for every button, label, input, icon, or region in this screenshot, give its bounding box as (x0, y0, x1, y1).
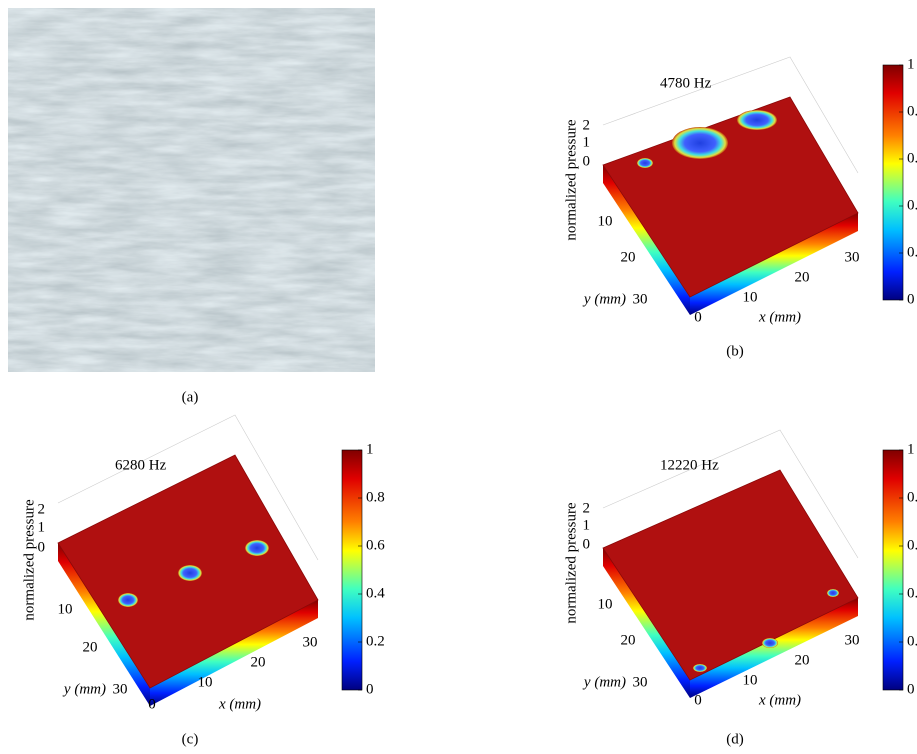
z-tick: 2 (38, 501, 46, 517)
y-tick: 10 (58, 601, 73, 617)
colorbar-label: 0.6 (907, 537, 917, 553)
colorbar-label: 0.6 (907, 150, 917, 166)
x-tick: 20 (795, 652, 810, 668)
colorbar-label: 0.2 (907, 633, 917, 649)
hole (762, 638, 778, 648)
frequency: 6280 Hz (115, 457, 167, 473)
caption: (b) (726, 343, 744, 359)
z-label: normalized pressure (563, 502, 579, 624)
slab-top (603, 97, 858, 297)
slab-top (603, 470, 858, 680)
colorbar (883, 65, 903, 300)
y-label: y (mm) (582, 291, 626, 307)
z-tick: 0 (38, 539, 46, 555)
surface-plot (603, 57, 858, 315)
colorbar-label: 1 (907, 56, 915, 72)
y-label: y (mm) (582, 674, 626, 690)
hole (245, 540, 269, 556)
hole (672, 127, 728, 159)
y-tick: 20 (621, 632, 636, 648)
z-label: normalized pressure (563, 119, 579, 241)
hole (178, 565, 202, 581)
colorbar-label: 0.2 (366, 633, 385, 649)
colorbar-label: 0.4 (907, 585, 917, 601)
x-tick: 30 (303, 634, 318, 650)
x-tick: 30 (845, 632, 860, 648)
z-tick: 2 (583, 117, 591, 133)
x-tick: 0 (148, 696, 156, 712)
z-tick: 1 (583, 517, 591, 533)
x-label: x (mm) (758, 309, 801, 325)
figure: (a)(b)4780 Hznormalized pressure21010203… (0, 0, 917, 754)
z-label: normalized pressure (21, 499, 37, 621)
colorbar-label: 0.8 (907, 103, 917, 119)
hole (693, 664, 707, 672)
photo (8, 8, 375, 372)
colorbar-label: 0.6 (366, 537, 385, 553)
frequency: 12220 Hz (660, 457, 719, 473)
colorbar-label: 0.8 (907, 489, 917, 505)
z-tick: 0 (583, 536, 591, 552)
colorbar-label: 0 (366, 681, 374, 697)
colorbar-label: 0.4 (907, 197, 917, 213)
z-tick: 1 (583, 134, 591, 150)
y-tick: 30 (113, 681, 128, 697)
y-tick: 30 (633, 291, 648, 307)
y-tick: 10 (598, 213, 613, 229)
x-tick: 10 (743, 289, 758, 305)
x-tick: 0 (694, 692, 702, 708)
colorbar-label: 0 (907, 681, 915, 697)
y-tick: 20 (621, 249, 636, 265)
z-tick: 1 (38, 519, 46, 535)
surface-plot (603, 430, 858, 698)
hole (118, 593, 138, 607)
z-tick: 0 (583, 153, 591, 169)
colorbar-label: 0.4 (366, 585, 385, 601)
hole (637, 158, 653, 168)
frequency: 4780 Hz (660, 75, 712, 91)
caption: (c) (182, 731, 199, 747)
colorbar-label: 0 (907, 291, 915, 307)
caption: (a) (182, 389, 199, 405)
surface-plot (58, 415, 318, 706)
colorbar-label: 1 (907, 441, 915, 457)
y-tick: 30 (633, 674, 648, 690)
y-tick: 10 (598, 596, 613, 612)
z-tick: 2 (583, 500, 591, 516)
colorbar (883, 450, 903, 690)
colorbar-label: 0.8 (366, 489, 385, 505)
x-tick: 30 (845, 249, 860, 265)
colorbar-label: 1 (366, 441, 374, 457)
colorbar-label: 0.2 (907, 244, 917, 260)
y-tick: 20 (83, 639, 98, 655)
y-label: y (mm) (62, 681, 106, 697)
hole (827, 589, 839, 597)
colorbar (342, 450, 362, 690)
x-label: x (mm) (218, 696, 261, 712)
x-tick: 20 (795, 269, 810, 285)
x-tick: 0 (694, 309, 702, 325)
x-label: x (mm) (758, 692, 801, 708)
x-tick: 20 (251, 654, 266, 670)
x-tick: 10 (198, 674, 213, 690)
x-tick: 10 (743, 672, 758, 688)
caption: (d) (726, 731, 744, 747)
hole (737, 110, 777, 130)
